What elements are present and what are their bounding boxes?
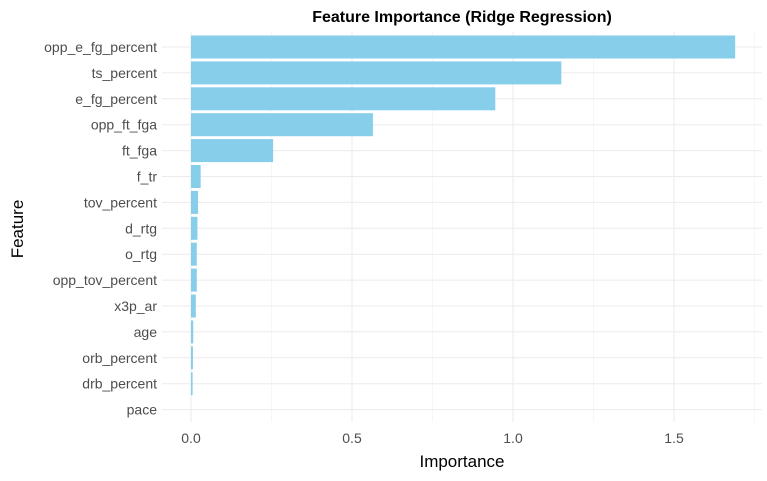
bar-tov_percent	[191, 190, 199, 214]
bar-opp_e_fg_percent	[191, 35, 736, 59]
y-tick-label-tov_percent: tov_percent	[84, 194, 157, 210]
bar-o_rtg	[191, 242, 197, 266]
y-tick-label-ft_fga: ft_fga	[122, 143, 157, 159]
y-tick-label-opp_ft_fga: opp_ft_fga	[91, 117, 157, 133]
y-tick-label-opp_e_fg_percent: opp_e_fg_percent	[44, 39, 157, 55]
bar-ft_fga	[191, 139, 274, 163]
x-tick-label: 1.5	[664, 430, 684, 446]
x-tick-label: 1.0	[503, 430, 523, 446]
bar-drb_percent	[191, 372, 193, 396]
bar-age	[191, 320, 194, 344]
bar-f_tr	[191, 165, 201, 188]
bar-opp_tov_percent	[191, 268, 197, 292]
bar-ts_percent	[191, 61, 562, 85]
x-tick-label: 0.0	[181, 430, 201, 446]
y-tick-label-d_rtg: d_rtg	[125, 220, 157, 236]
y-tick-label-x3p_ar: x3p_ar	[114, 298, 157, 314]
y-axis-title: Feature	[8, 200, 27, 259]
y-tick-label-ts_percent: ts_percent	[92, 65, 157, 81]
bar-d_rtg	[191, 216, 198, 240]
bar-orb_percent	[191, 346, 193, 370]
x-axis-tick-labels: 0.0 0.5 1.0 1.5	[181, 430, 684, 446]
y-tick-label-f_tr: f_tr	[137, 169, 158, 185]
bar-x3p_ar	[191, 294, 196, 318]
bar-opp_ft_fga	[191, 113, 373, 137]
x-axis-title: Importance	[419, 452, 504, 471]
x-tick-label: 0.5	[342, 430, 362, 446]
y-axis-tick-labels: opp_e_fg_percent ts_percent e_fg_percentop…	[44, 39, 157, 418]
chart-title: Feature Importance (Ridge Regression)	[312, 9, 612, 26]
y-tick-label-e_fg_percent: e_fg_percent	[75, 91, 157, 107]
y-tick-label-o_rtg: o_rtg	[125, 246, 157, 262]
y-tick-label-age: age	[134, 324, 158, 340]
y-tick-label-drb_percent: drb_percent	[82, 376, 157, 392]
y-tick-label-orb_percent: orb_percent	[82, 350, 157, 366]
y-tick-label-pace: pace	[127, 402, 158, 418]
y-tick-label-opp_tov_percent: opp_tov_percent	[53, 272, 157, 288]
bars	[191, 35, 736, 396]
bar-e_fg_percent	[191, 87, 496, 111]
